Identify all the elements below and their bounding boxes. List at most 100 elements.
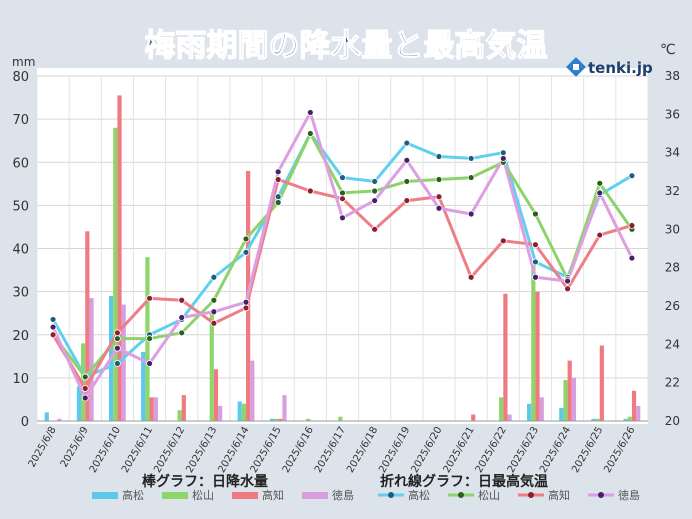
line-series-group: [49, 109, 636, 402]
point-高松-2025/6/26: [628, 172, 636, 180]
point-高松-2025/6/23: [532, 258, 539, 266]
point-高松-2025/6/13: [210, 273, 218, 281]
point-松山-2025/6/23: [532, 210, 539, 218]
point-徳島-2025/6/10: [113, 344, 121, 352]
point-徳島-2025/6/22: [499, 155, 507, 162]
point-徳島-2025/6/24: [564, 277, 572, 285]
bar-徳島-2025/6/15: [282, 395, 287, 421]
point-徳島-2025/6/26: [628, 254, 636, 262]
bar-高松-2025/6/14: [237, 401, 242, 421]
point-徳島-2025/6/16: [306, 109, 314, 116]
bar-松山-2025/6/10: [113, 127, 118, 421]
point-高松-2025/6/15: [274, 193, 282, 201]
point-徳島-2025/6/11: [146, 360, 153, 367]
right-tick-label: 30: [665, 222, 680, 236]
point-松山-2025/6/25: [596, 179, 604, 187]
legend-bar-swatch-高知: [232, 492, 258, 499]
point-徳島-2025/6/18: [371, 197, 379, 204]
point-松山-2025/6/14: [242, 235, 250, 243]
bar-松山-2025/6/26: [627, 416, 632, 421]
point-徳島-2025/6/12: [178, 314, 186, 321]
point-松山-2025/6/20: [435, 176, 443, 183]
bar-松山-2025/6/24: [563, 380, 568, 421]
bar-松山-2025/6/13: [209, 313, 214, 421]
right-tick-label: 28: [665, 261, 680, 275]
point-松山-2025/6/13: [210, 296, 218, 304]
right-tick-label: 32: [665, 184, 680, 198]
right-tick-label: 24: [665, 337, 680, 351]
bar-徳島-2025/6/23: [539, 397, 544, 421]
bar-高知-2025/6/9: [85, 231, 90, 421]
point-徳島-2025/6/19: [403, 156, 411, 164]
bar-高松-2025/6/15: [269, 418, 274, 421]
bar-series-group: [44, 95, 641, 421]
left-tick-label: 20: [12, 329, 29, 344]
bar-高松-2025/6/24: [559, 408, 564, 421]
point-高松-2025/6/14: [242, 248, 250, 256]
bar-徳島-2025/6/14: [250, 360, 255, 421]
brand-name: tenki.jp: [588, 59, 653, 77]
point-高知-2025/6/19: [403, 197, 411, 204]
bar-徳島-2025/6/13: [218, 405, 223, 421]
legend-bar-swatch-松山: [162, 492, 188, 499]
point-高松-2025/6/21: [467, 155, 475, 162]
bar-松山-2025/6/12: [177, 410, 182, 421]
point-高松-2025/6/17: [339, 174, 346, 181]
legend-line-marker-高松: [388, 492, 394, 498]
bar-高知-2025/6/24: [567, 360, 572, 421]
point-高知-2025/6/10: [113, 329, 121, 337]
point-松山-2025/6/17: [339, 189, 346, 197]
legend-line-marker-高知: [528, 492, 534, 498]
point-高知-2025/6/20: [435, 193, 443, 201]
left-tick-label: 40: [12, 243, 29, 258]
bar-高知-2025/6/21: [471, 414, 476, 421]
bar-高知-2025/6/10: [117, 95, 122, 421]
left-tick-label: 10: [12, 372, 29, 387]
legend-line-label: 高松: [408, 488, 430, 502]
point-徳島-2025/6/13: [210, 308, 218, 316]
point-高知-2025/6/8: [49, 331, 57, 339]
bar-徳島-2025/6/22: [507, 414, 512, 421]
point-松山-2025/6/21: [467, 174, 475, 181]
bar-松山-2025/6/17: [338, 416, 343, 421]
point-松山-2025/6/11: [146, 335, 153, 342]
point-松山-2025/6/19: [403, 178, 411, 185]
legend-bar-label: 高知: [262, 488, 284, 502]
bar-高松-2025/6/25: [591, 418, 596, 421]
bar-高知-2025/6/26: [631, 390, 637, 421]
point-高知-2025/6/22: [499, 237, 507, 245]
chart-title: 梅雨期間の降水量と最高気温: [145, 28, 548, 64]
left-tick-label: 50: [12, 199, 29, 214]
bar-高知-2025/6/23: [535, 291, 540, 421]
point-高松-2025/6/22: [499, 149, 507, 157]
bar-高松-2025/6/8: [44, 412, 49, 421]
point-松山-2025/6/10: [113, 335, 121, 342]
plot-background: [37, 68, 648, 424]
bar-徳島-2025/6/8: [57, 418, 62, 421]
point-高松-2025/6/19: [403, 139, 411, 147]
bar-松山-2025/6/16: [306, 418, 311, 421]
bar-松山-2025/6/14: [241, 403, 247, 421]
point-徳島-2025/6/8: [49, 323, 57, 331]
point-高知-2025/6/13: [210, 319, 218, 327]
point-松山-2025/6/12: [178, 329, 186, 337]
legend-bar-swatch-徳島: [302, 492, 328, 499]
bar-松山-2025/6/23: [531, 261, 536, 421]
point-高知-2025/6/17: [339, 195, 346, 203]
left-tick-label: 80: [12, 70, 29, 85]
right-tick-label: 22: [665, 376, 680, 390]
bar-series-caption: 棒グラフ：日降水量: [142, 473, 268, 490]
point-徳島-2025/6/14: [242, 298, 250, 306]
legend-line-label: 松山: [478, 488, 500, 502]
bar-高松-2025/6/9: [76, 386, 82, 421]
bar-徳島-2025/6/9: [89, 298, 94, 421]
point-松山-2025/6/15: [274, 199, 282, 206]
legend-line-marker-松山: [458, 492, 464, 498]
right-tick-label: 20: [665, 414, 680, 428]
point-松山-2025/6/16: [306, 130, 314, 137]
line-series-caption: 折れ線グラフ：日最高気温: [380, 473, 548, 490]
point-徳島-2025/6/9: [81, 394, 89, 402]
right-tick-label: 36: [665, 107, 680, 121]
legend-bar-label: 徳島: [332, 488, 354, 502]
